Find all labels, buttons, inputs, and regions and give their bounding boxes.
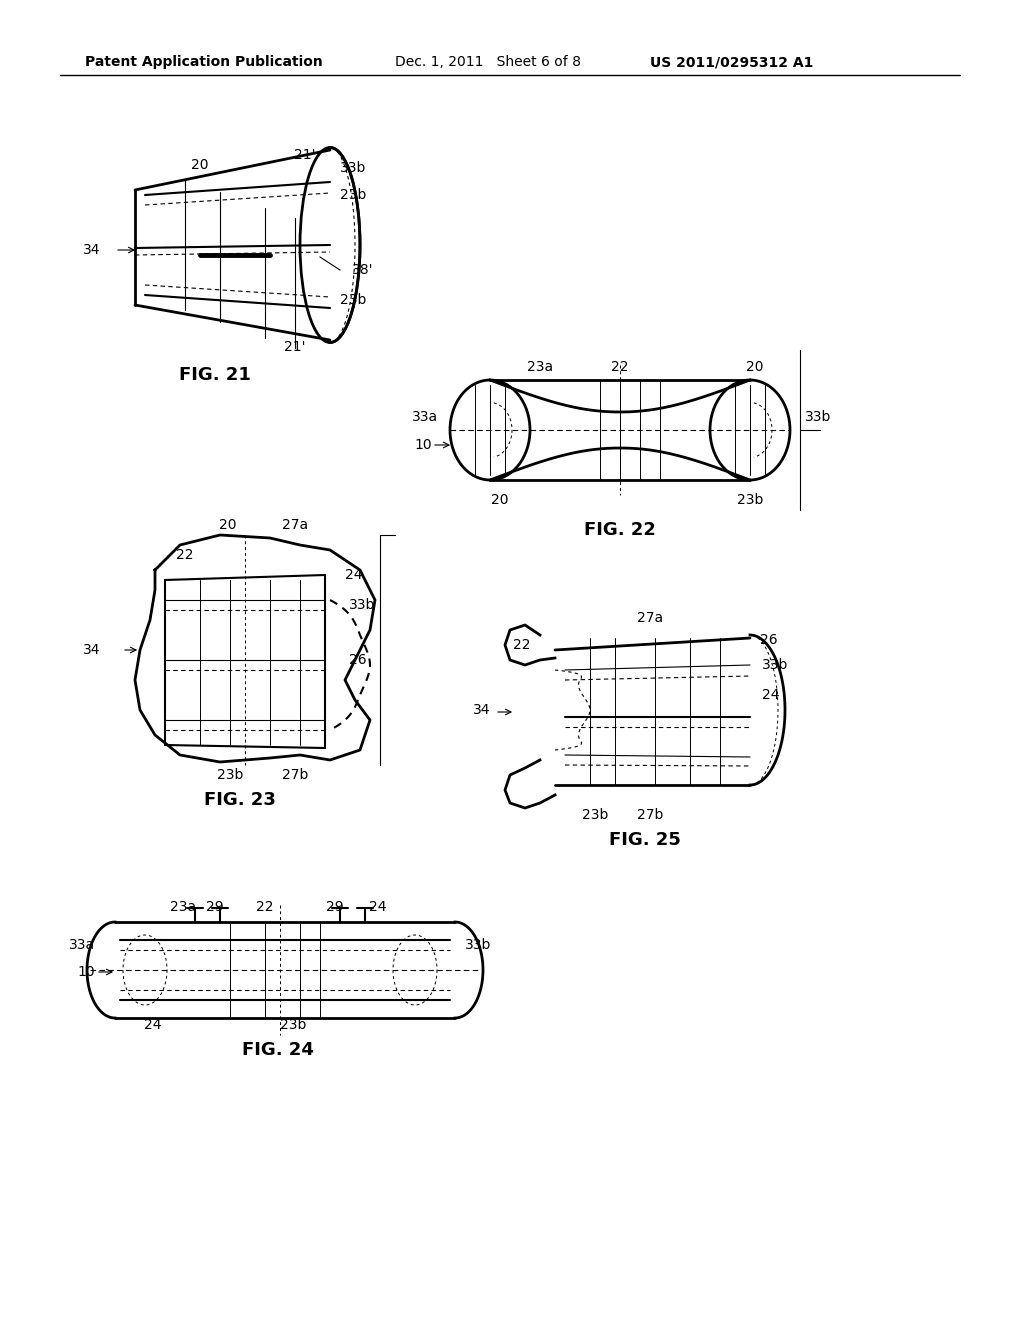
- Text: 33b: 33b: [805, 411, 831, 424]
- Text: 10: 10: [78, 965, 95, 979]
- Text: 20: 20: [492, 492, 509, 507]
- Text: 23b: 23b: [582, 808, 608, 822]
- Text: 26: 26: [760, 634, 777, 647]
- Text: 24: 24: [345, 568, 362, 582]
- Text: 33b: 33b: [340, 161, 367, 176]
- Text: 22: 22: [256, 900, 273, 913]
- Text: 33b: 33b: [349, 598, 376, 612]
- Text: 22: 22: [176, 548, 194, 562]
- Text: 20: 20: [191, 158, 209, 172]
- Text: 27b: 27b: [282, 768, 308, 781]
- Text: 26: 26: [349, 653, 367, 667]
- Text: FIG. 25: FIG. 25: [609, 832, 681, 849]
- Text: 27a: 27a: [637, 611, 664, 624]
- Text: 22: 22: [512, 638, 530, 652]
- Text: 29: 29: [206, 900, 224, 913]
- Text: 29: 29: [327, 900, 344, 913]
- Text: 23b: 23b: [340, 293, 367, 308]
- Text: 34: 34: [83, 643, 100, 657]
- Text: 33a: 33a: [69, 939, 95, 952]
- Text: 23b: 23b: [280, 1018, 306, 1032]
- Text: 22: 22: [611, 360, 629, 374]
- Text: 21': 21': [285, 341, 306, 354]
- Text: 27a: 27a: [282, 517, 308, 532]
- Text: Dec. 1, 2011   Sheet 6 of 8: Dec. 1, 2011 Sheet 6 of 8: [395, 55, 581, 69]
- Text: FIG. 22: FIG. 22: [584, 521, 656, 539]
- Text: 20: 20: [219, 517, 237, 532]
- Text: 27b: 27b: [637, 808, 664, 822]
- Text: 24: 24: [762, 688, 779, 702]
- Text: 21': 21': [294, 148, 315, 162]
- Text: 23b: 23b: [217, 768, 243, 781]
- Text: 20: 20: [746, 360, 764, 374]
- Text: 33b: 33b: [762, 657, 788, 672]
- Text: 33b: 33b: [465, 939, 492, 952]
- Text: 24: 24: [144, 1018, 162, 1032]
- Text: FIG. 24: FIG. 24: [242, 1041, 314, 1059]
- Text: FIG. 21: FIG. 21: [179, 366, 251, 384]
- Text: 34: 34: [83, 243, 100, 257]
- Text: 23b: 23b: [340, 187, 367, 202]
- Text: Patent Application Publication: Patent Application Publication: [85, 55, 323, 69]
- Text: 23a: 23a: [527, 360, 553, 374]
- Text: 33a: 33a: [412, 411, 438, 424]
- Text: 38': 38': [352, 263, 374, 277]
- Text: FIG. 23: FIG. 23: [204, 791, 275, 809]
- Text: 34: 34: [472, 704, 490, 717]
- Text: US 2011/0295312 A1: US 2011/0295312 A1: [650, 55, 813, 69]
- Text: 23a: 23a: [170, 900, 196, 913]
- Text: 24: 24: [370, 900, 387, 913]
- Text: 23b: 23b: [737, 492, 763, 507]
- Text: 10: 10: [415, 438, 432, 451]
